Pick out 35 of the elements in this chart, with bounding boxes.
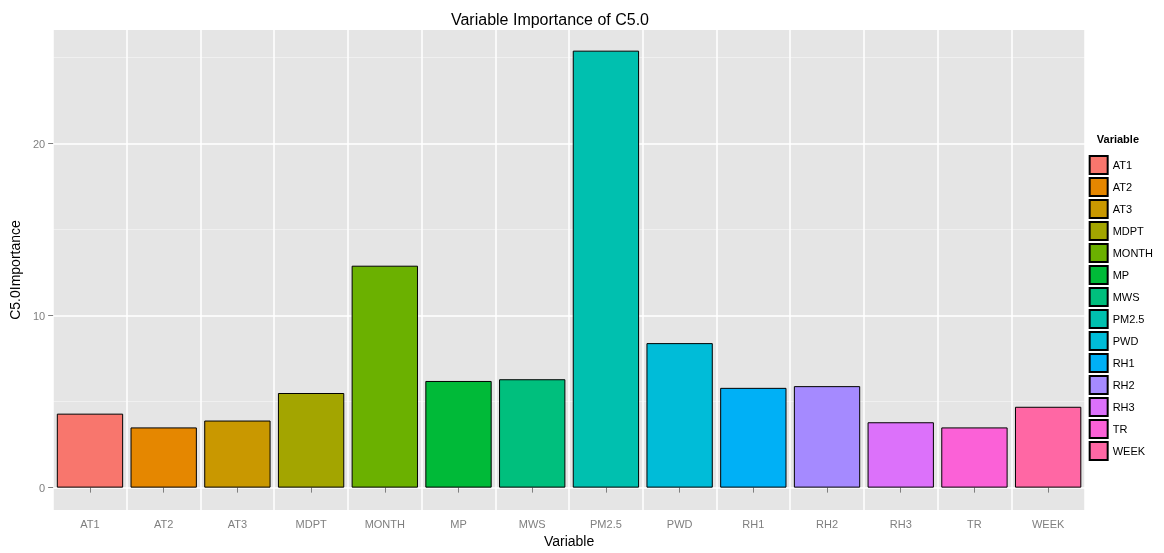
x-tick-label: AT2 — [154, 517, 174, 530]
x-tick-label: RH1 — [742, 517, 765, 530]
legend-label: TR — [1112, 423, 1128, 435]
x-tick-label: MWS — [518, 517, 546, 530]
legend-label: RH3 — [1112, 401, 1135, 413]
x-tick-label: RH3 — [889, 517, 912, 530]
legend-label: AT1 — [1112, 159, 1133, 171]
legend-label: RH1 — [1112, 357, 1135, 369]
y-tick-label: 0 — [39, 481, 46, 494]
legend-label: WEEK — [1112, 445, 1146, 457]
x-tick-label: PM2.5 — [590, 517, 622, 530]
x-tick-label: MP — [450, 517, 467, 530]
legend-label: PM2.5 — [1112, 313, 1145, 325]
y-axis-title: C5.0Importance — [7, 219, 23, 320]
x-tick-label: PWD — [666, 517, 693, 530]
y-tick-label: 10 — [32, 309, 46, 322]
x-axis-title: Variable — [543, 533, 595, 549]
chart-title: Variable Importance of C5.0 — [450, 10, 650, 28]
x-tick-label: AT3 — [227, 517, 248, 530]
x-tick-label: MDPT — [295, 517, 327, 530]
x-tick-label: TR — [967, 517, 982, 530]
y-tick-label: 20 — [32, 137, 46, 150]
x-tick-label: RH2 — [816, 517, 839, 530]
legend-label: PWD — [1112, 335, 1139, 347]
legend-title: Variable — [1096, 132, 1140, 145]
legend-label: MONTH — [1112, 247, 1154, 259]
x-tick-label: MONTH — [364, 517, 406, 530]
legend-label: RH2 — [1112, 379, 1135, 391]
x-tick-label: AT1 — [80, 517, 100, 530]
legend-label: MWS — [1112, 291, 1140, 303]
legend-label: MP — [1112, 269, 1130, 281]
legend-label: AT2 — [1112, 181, 1133, 193]
legend-label: AT3 — [1112, 203, 1133, 215]
x-tick-label: WEEK — [1031, 517, 1065, 530]
legend-label: MDPT — [1112, 225, 1145, 237]
